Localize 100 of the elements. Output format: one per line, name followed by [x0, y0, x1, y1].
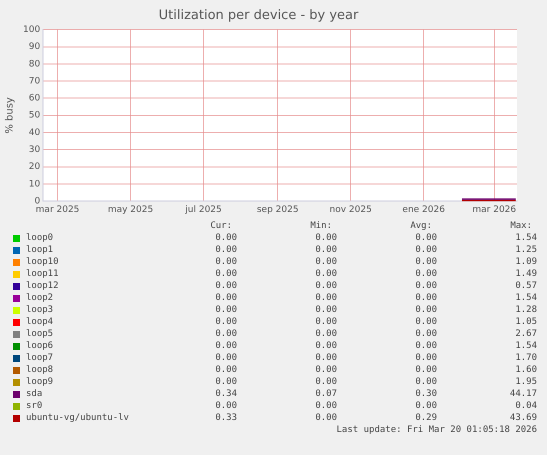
legend-label: loop7: [26, 353, 54, 363]
text: 0.00: [214, 269, 237, 279]
text: 1.54: [514, 293, 537, 303]
y-tick-label: 20: [28, 162, 40, 172]
y-tick-label: 30: [28, 145, 40, 156]
x-tick-label: sep 2025: [256, 204, 299, 215]
text: 0.00: [314, 365, 337, 375]
text: 0.00: [414, 257, 437, 267]
x-tick-label: nov 2025: [330, 204, 372, 215]
text: 0.00: [314, 341, 337, 351]
text: 0.00: [414, 293, 437, 303]
y-tick-label: 100: [22, 24, 40, 35]
text: 44.17: [508, 389, 537, 399]
text: 0.00: [314, 269, 337, 279]
text: 0.00: [214, 317, 237, 327]
text: 0.00: [214, 365, 237, 375]
text: 0.00: [314, 413, 337, 423]
legend-label: loop9: [26, 377, 54, 387]
y-tick-label: 10: [28, 179, 40, 190]
text: 0.00: [214, 353, 237, 363]
text: 1.28: [514, 305, 537, 315]
text: 0.00: [314, 353, 337, 363]
text: 0.00: [414, 269, 437, 279]
text: Min:: [309, 221, 332, 231]
text: 0.00: [314, 401, 337, 411]
y-tick-label: 60: [28, 94, 40, 104]
text: 1.25: [514, 245, 537, 255]
legend-label: loop5: [26, 329, 54, 339]
legend-label: loop6: [26, 341, 54, 351]
x-tick-label: mar 2026: [472, 204, 516, 215]
text: 0.00: [414, 377, 437, 387]
text: 0.33: [214, 413, 237, 423]
text: 1.49: [514, 269, 537, 279]
text: 0.00: [214, 233, 237, 243]
text: 1.95: [514, 377, 537, 387]
legend-label: sr0: [26, 401, 42, 411]
text: 0.00: [214, 305, 237, 315]
text: 0.30: [414, 389, 437, 399]
legend-label: loop1: [26, 245, 54, 255]
text: 0.00: [314, 281, 337, 291]
text: 1.60: [514, 365, 537, 375]
legend-label: loop2: [26, 293, 54, 303]
text: 0.00: [214, 377, 237, 387]
text: 0.00: [214, 245, 237, 255]
text: 0.00: [214, 329, 237, 339]
text: 0.00: [314, 317, 337, 327]
text: 0.00: [314, 329, 337, 339]
text: 1.54: [514, 341, 537, 351]
y-tick-label: 80: [28, 59, 40, 70]
y-tick-label: 0: [34, 196, 40, 207]
legend-label: loop11: [26, 269, 59, 279]
text: Last update: Fri Mar 20 01:05:18 2026: [336, 425, 537, 435]
y-axis-title: % busy: [4, 97, 16, 134]
text: 0.00: [214, 341, 237, 351]
text: 0.07: [314, 389, 337, 399]
text: 0.00: [314, 377, 337, 387]
text: Cur:: [209, 221, 232, 231]
text: 0.00: [414, 245, 437, 255]
text: 0.04: [514, 401, 537, 411]
legend-label: loop0: [26, 233, 54, 243]
text: Avg:: [409, 221, 432, 231]
text: 0.00: [414, 233, 437, 243]
text: 0.29: [414, 413, 437, 423]
text: 0.00: [314, 233, 337, 243]
legend-label: loop4: [26, 317, 54, 327]
y-tick-label: 90: [28, 42, 40, 52]
legend-label: loop3: [26, 305, 54, 315]
y-tick-label: 40: [28, 128, 40, 138]
x-tick-label: mar 2025: [36, 204, 80, 215]
x-tick-label: may 2025: [108, 204, 154, 215]
text: 0.00: [414, 401, 437, 411]
y-tick-label: 50: [28, 110, 40, 121]
text: 0.00: [314, 305, 337, 315]
text: 1.70: [514, 353, 537, 363]
text: 0.00: [214, 293, 237, 303]
text: 0.34: [214, 389, 237, 399]
text: 0.00: [414, 353, 437, 363]
text: 0.00: [414, 365, 437, 375]
legend-label: sda: [26, 389, 42, 399]
text: 1.54: [514, 233, 537, 243]
text: 0.00: [414, 305, 437, 315]
text: 0.00: [414, 317, 437, 327]
text: 43.69: [508, 413, 537, 423]
text: 0.00: [414, 281, 437, 291]
text: 1.05: [514, 317, 537, 327]
x-tick-label: jul 2025: [184, 204, 222, 215]
text: Max:: [509, 221, 532, 231]
legend-label: loop10: [26, 257, 59, 267]
text: 0.00: [214, 257, 237, 267]
text: 0.00: [314, 293, 337, 303]
legend-label: loop12: [26, 281, 59, 291]
chart-title: Utilization per device - by year: [158, 8, 360, 24]
text: 0.00: [214, 281, 237, 291]
legend-label: ubuntu-vg/ubuntu-lv: [26, 413, 129, 423]
legend-label: loop8: [26, 365, 54, 375]
x-tick-label: ene 2026: [402, 204, 446, 215]
y-tick-label: 70: [28, 76, 40, 86]
text: 0.00: [214, 401, 237, 411]
text: 2.67: [514, 329, 537, 339]
text: 0.00: [314, 245, 337, 255]
